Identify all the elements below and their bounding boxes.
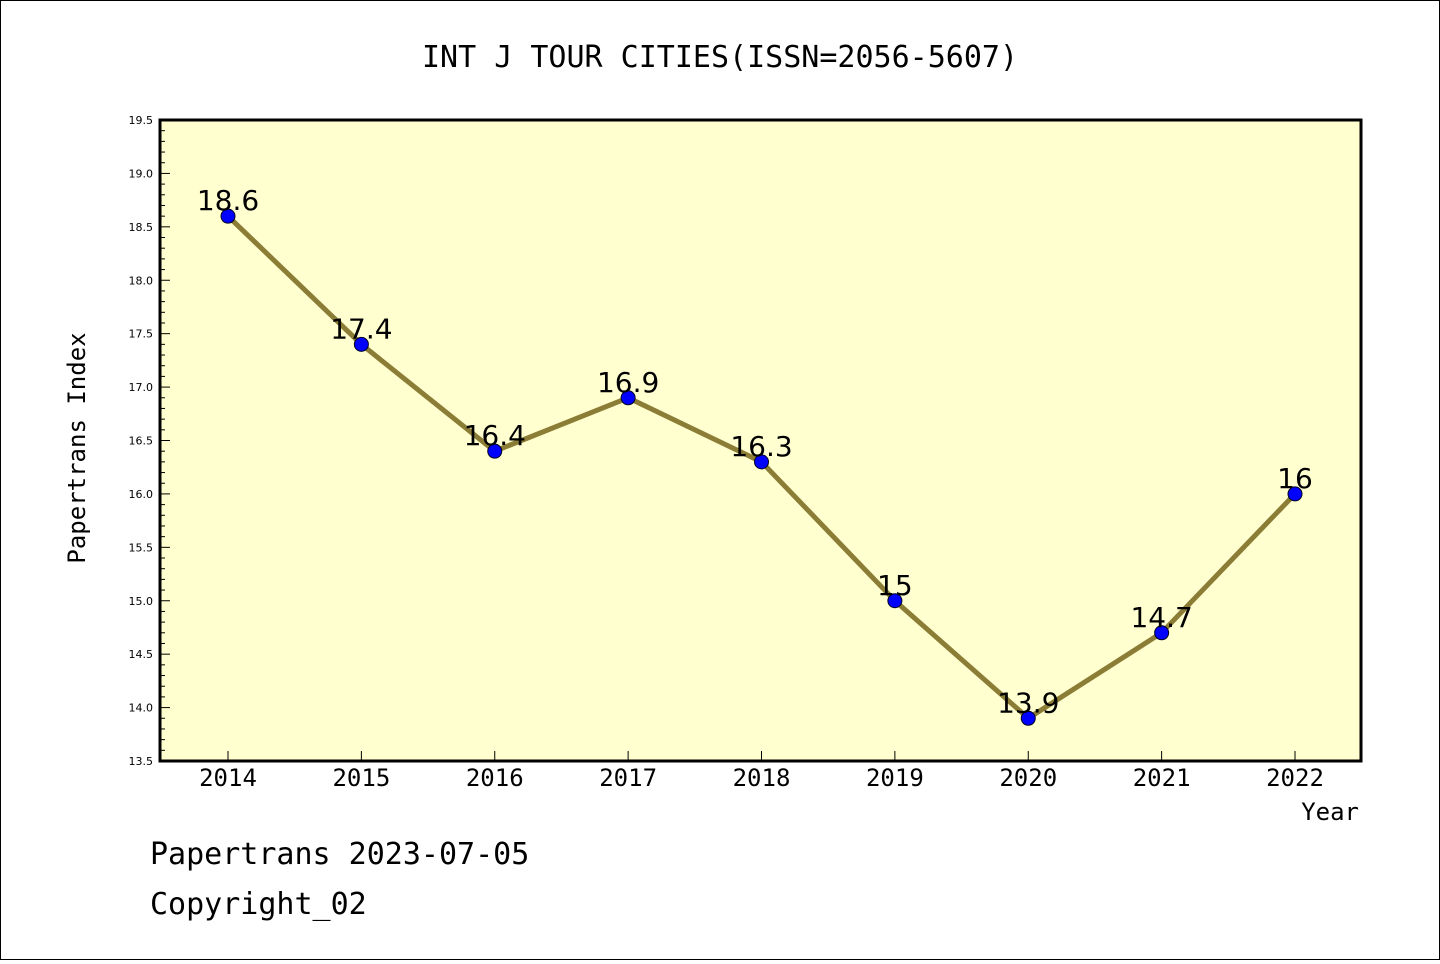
data-label: 18.6 (197, 184, 259, 217)
data-point (220, 208, 236, 224)
data-point (754, 454, 769, 470)
x-tick-label: 2018 (733, 764, 791, 792)
data-label: 15 (877, 569, 913, 602)
data-points (220, 208, 1303, 726)
x-axis: 2014 2015 2016 2017 2018 2019 2020 2021 2022 (199, 751, 1324, 792)
y-tick-label: 15.0 (129, 595, 154, 608)
x-tick-label: 2020 (999, 764, 1057, 792)
y-axis-label: Papertrans Index (63, 332, 91, 563)
x-tick-label: 2016 (466, 764, 524, 792)
y-tick-label: 14.0 (129, 702, 154, 715)
data-point (1287, 486, 1303, 502)
y-tick-label: 14.5 (129, 648, 154, 661)
y-tick-label: 19.0 (129, 167, 154, 180)
y-tick-label: 19.5 (129, 114, 154, 127)
data-point (487, 443, 503, 459)
data-point (887, 593, 903, 609)
data-label: 16 (1277, 462, 1313, 495)
x-tick-label: 2019 (866, 764, 924, 792)
data-label: 16.3 (730, 430, 792, 463)
x-tick-label: 2022 (1266, 764, 1324, 792)
data-labels: 18.6 17.4 16.4 16.9 16.3 15 13.9 14.7 16 (197, 184, 1313, 719)
y-tick-label: 16.0 (129, 488, 154, 501)
data-label: 13.9 (997, 686, 1059, 719)
y-tick-label: 17.0 (129, 381, 154, 394)
footer-date: Papertrans 2023-07-05 (150, 837, 529, 872)
data-point (1154, 625, 1170, 641)
x-tick-label: 2015 (332, 764, 390, 792)
y-tick-label: 18.5 (129, 221, 154, 234)
y-tick-label: 18.0 (129, 274, 154, 287)
data-label: 14.7 (1130, 601, 1192, 634)
data-point (1020, 710, 1036, 726)
data-point (620, 390, 636, 406)
footer-copyright: Copyright_02 (150, 887, 367, 922)
x-tick-label: 2021 (1133, 764, 1191, 792)
y-axis: 13.5 14.0 14.5 15.0 15.5 16.0 16.5 17.0 17.5 18.0… (129, 114, 170, 768)
x-tick-label: 2014 (199, 764, 257, 792)
y-tick-label: 13.5 (129, 755, 154, 768)
x-axis-label: Year (1301, 798, 1359, 826)
y-tick-label: 16.5 (129, 435, 154, 448)
data-label: 16.4 (464, 419, 526, 452)
data-point (353, 336, 369, 352)
x-tick-label: 2017 (599, 764, 657, 792)
plot-area (158, 118, 1363, 763)
data-label: 16.9 (597, 366, 659, 399)
y-tick-label: 15.5 (129, 541, 154, 554)
chart-title: INT J TOUR CITIES(ISSN=2056-5607) (422, 40, 1018, 75)
y-tick-label: 17.5 (129, 328, 154, 341)
data-label: 17.4 (330, 312, 392, 345)
